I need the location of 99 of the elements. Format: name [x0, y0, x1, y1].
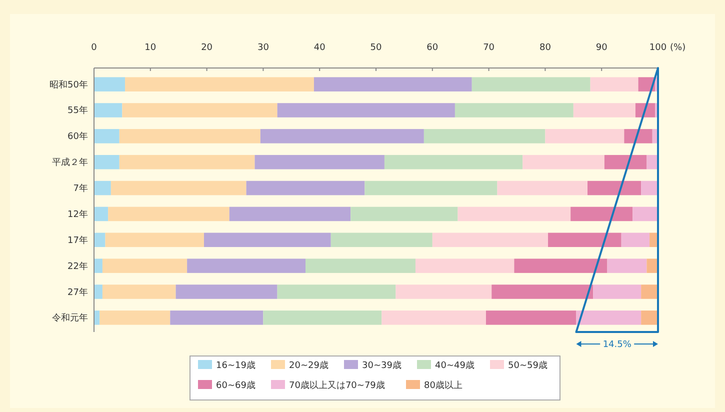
legend-label: 60~69歳: [216, 380, 256, 391]
legend-label: 30~39歳: [362, 360, 402, 371]
bar: [108, 206, 230, 222]
x-tick-label: 0: [91, 43, 98, 53]
x-tick-label: 80: [539, 43, 552, 53]
bar: [314, 77, 472, 92]
bar: [94, 284, 102, 299]
bar: [641, 284, 658, 299]
bar: [100, 310, 170, 325]
x-tick-label: 20: [201, 43, 213, 53]
bar: [119, 154, 255, 170]
y-tick-label: 60年: [68, 131, 88, 142]
y-tick-label: 7年: [73, 183, 88, 194]
bar: [105, 232, 204, 248]
y-tick-label: 平成２年: [52, 157, 88, 168]
bar: [94, 180, 111, 196]
bar: [424, 129, 546, 144]
bar: [514, 258, 608, 273]
bar: [646, 258, 658, 273]
bar: [306, 258, 416, 273]
bar: [170, 310, 264, 325]
bar: [486, 310, 576, 325]
bar: [176, 284, 278, 299]
x-tick-label: 70: [483, 43, 495, 53]
bar: [350, 206, 458, 222]
bar: [590, 77, 638, 92]
legend-label: 50~59歳: [508, 360, 548, 371]
bar: [396, 284, 492, 299]
bar: [570, 206, 633, 222]
x-tick-label: 10: [144, 43, 156, 53]
bar: [263, 310, 382, 325]
bar: [593, 284, 642, 299]
y-tick-label: 12年: [68, 208, 88, 220]
x-tick-label: 90: [596, 43, 608, 53]
bar: [94, 129, 120, 144]
bar: [277, 103, 455, 118]
legend-label: 40~49歳: [435, 360, 474, 371]
bar: [94, 103, 122, 118]
bar: [229, 206, 351, 222]
bar: [254, 154, 384, 170]
bar: [382, 310, 486, 325]
bar: [492, 284, 594, 299]
bar: [548, 232, 622, 248]
bar: [641, 180, 658, 196]
bar: [330, 232, 432, 248]
bar: [415, 258, 514, 273]
bar: [125, 77, 314, 92]
legend-label: 80歳以上: [424, 380, 462, 391]
bar: [607, 258, 647, 273]
bar: [458, 206, 571, 222]
bar: [545, 129, 624, 144]
y-tick-label: 昭和50年: [50, 79, 88, 90]
legend-label: 70歳以上又は70~79歳: [289, 380, 385, 391]
x-tick-label: 100: [649, 43, 667, 53]
bar: [497, 180, 588, 196]
y-tick-label: 17年: [68, 234, 88, 246]
bar: [454, 103, 574, 118]
bar: [110, 180, 246, 196]
x-axis-title: (%): [670, 43, 686, 53]
bar: [472, 77, 590, 92]
y-tick-label: 55年: [68, 105, 88, 116]
x-tick-label: 60: [426, 43, 438, 53]
bar: [119, 129, 260, 144]
bar: [277, 284, 396, 299]
bar: [204, 232, 331, 248]
bar: [94, 206, 108, 222]
bar: [588, 180, 642, 196]
bar: [102, 258, 188, 273]
x-tick-label: 30: [257, 43, 270, 53]
bar: [94, 310, 100, 325]
y-tick-label: 22年: [68, 260, 88, 272]
bar: [187, 258, 306, 273]
bar: [102, 284, 176, 299]
bar: [246, 180, 365, 196]
bar: [641, 310, 658, 325]
legend-label: 20~29歳: [289, 360, 328, 371]
bar: [94, 77, 126, 92]
bar: [604, 154, 647, 170]
bar: [260, 129, 424, 144]
bar: [621, 232, 650, 248]
legend-label: 16~19歳: [216, 360, 256, 371]
bar: [576, 310, 642, 325]
bar: [632, 206, 658, 222]
x-tick-label: 50: [370, 43, 382, 53]
bar: [94, 258, 102, 273]
bar: [624, 129, 652, 144]
bar: [384, 154, 523, 170]
bar: [573, 103, 636, 118]
bar: [94, 232, 106, 248]
bar: [646, 154, 658, 170]
text: 14.5%: [602, 340, 632, 350]
y-tick-label: 令和元年: [52, 312, 88, 324]
y-tick-label: 27年: [68, 286, 88, 298]
bar: [122, 103, 278, 118]
x-tick-label: 40: [314, 43, 326, 53]
bar: [364, 180, 498, 196]
bar: [94, 154, 120, 170]
bar: [522, 154, 604, 170]
bar: [432, 232, 548, 248]
